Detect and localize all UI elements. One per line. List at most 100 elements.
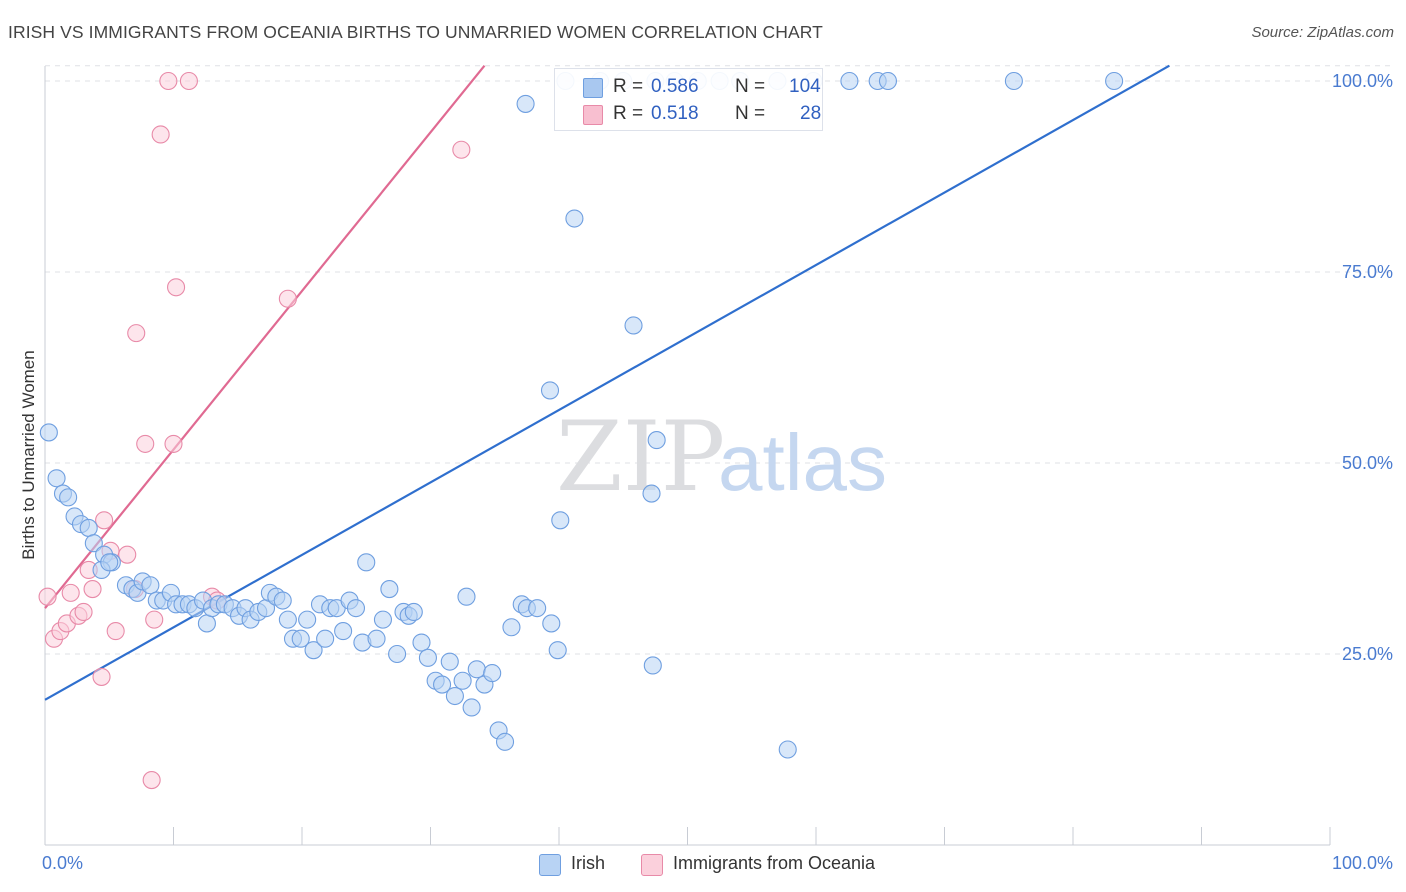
point-immigrants-from-oceania (145, 610, 164, 629)
point-irish (642, 484, 661, 503)
legend-n-label: N = (735, 103, 766, 124)
point-immigrants-from-oceania (61, 583, 80, 602)
point-irish (47, 469, 66, 488)
x-tick-label: 0.0% (42, 853, 83, 873)
watermark: ZIP atlas (556, 401, 887, 513)
point-irish (346, 599, 366, 618)
point-irish (373, 610, 393, 629)
point-immigrants-from-oceania (167, 278, 186, 297)
y-tick-label: 50.0% (1342, 453, 1393, 473)
point-irish (624, 316, 643, 335)
legend-swatch-irish (583, 78, 603, 98)
bottom-legend-swatch-oceania (641, 854, 663, 876)
point-irish (39, 423, 58, 442)
point-immigrants-from-oceania (106, 622, 125, 641)
point-irish (647, 431, 666, 450)
point-irish (467, 660, 486, 679)
point-immigrants-from-oceania (83, 580, 102, 599)
point-irish (388, 644, 407, 664)
legend-n-value: 28 (800, 103, 822, 124)
grid-lines (45, 65, 1395, 655)
point-irish (304, 641, 323, 660)
point-immigrants-from-oceania (151, 125, 170, 144)
point-irish (840, 71, 859, 91)
point-irish (298, 610, 317, 629)
point-irish (141, 576, 160, 595)
bottom-legend-label-irish: Irish (571, 853, 606, 873)
point-irish (100, 553, 119, 572)
point-irish (84, 534, 103, 553)
bottom-legend-swatch-irish (539, 854, 561, 876)
y-tick-label: 75.0% (1342, 262, 1393, 282)
point-irish (548, 641, 567, 660)
point-irish (462, 698, 481, 717)
legend-r-label: R = (613, 76, 644, 97)
point-immigrants-from-oceania (92, 667, 111, 686)
point-irish (79, 518, 98, 537)
legend-n-value: 104 (789, 76, 821, 97)
source-attribution: Source: ZipAtlas.com (1251, 24, 1394, 41)
tick-labels: 25.0% 50.0% 75.0% 100.0% 0.0% 100.0% (42, 71, 1393, 873)
point-irish (418, 648, 437, 667)
point-irish (551, 511, 570, 530)
watermark-atlas: atlas (718, 418, 887, 507)
point-immigrants-from-oceania (38, 587, 57, 606)
point-immigrants-from-oceania (95, 511, 114, 530)
trend-line-irish (44, 64, 1170, 701)
point-irish (778, 740, 797, 759)
point-irish (197, 614, 216, 633)
point-irish (404, 602, 423, 622)
point-irish (334, 622, 353, 641)
axes (44, 66, 1331, 846)
point-irish (273, 591, 292, 610)
legend-r-value: 0.586 (651, 76, 699, 97)
legend-r-label: R = (613, 103, 644, 124)
point-irish (483, 664, 502, 683)
point-irish (316, 629, 335, 648)
point-immigrants-from-oceania (278, 289, 297, 308)
legend-n-label: N = (735, 76, 766, 97)
point-irish (495, 732, 515, 751)
legend-swatch-oceania (583, 105, 603, 125)
point-immigrants-from-oceania (74, 602, 93, 622)
point-irish (291, 629, 310, 648)
point-immigrants-from-oceania (452, 140, 471, 159)
point-irish (502, 618, 521, 637)
point-irish (357, 553, 376, 572)
watermark-zip: ZIP (556, 401, 725, 513)
point-immigrants-from-oceania (142, 771, 161, 790)
point-irish (380, 580, 399, 599)
point-immigrants-from-oceania (127, 324, 146, 343)
legend-r-value: 0.518 (651, 103, 699, 124)
point-irish (367, 629, 386, 648)
point-irish (528, 599, 547, 618)
point-irish (457, 587, 476, 606)
legend-box: R = 0.586 N = 104 R = 0.518 N = 28 (554, 68, 823, 131)
y-tick-label: 100.0% (1332, 71, 1393, 91)
x-tick-label: 100.0% (1332, 853, 1393, 873)
point-immigrants-from-oceania (179, 71, 198, 91)
point-irish (1105, 71, 1124, 91)
point-irish (453, 671, 472, 690)
point-immigrants-from-oceania (164, 434, 183, 453)
y-tick-label: 25.0% (1342, 644, 1393, 664)
point-immigrants-from-oceania (159, 71, 178, 91)
point-irish (516, 94, 535, 113)
point-irish (542, 614, 561, 633)
point-immigrants-from-oceania (118, 545, 137, 564)
point-irish (565, 209, 584, 228)
y-axis-title: Births to Unmarried Women (19, 350, 38, 559)
point-irish (445, 686, 464, 706)
point-irish (59, 488, 78, 507)
point-irish (878, 71, 898, 91)
point-irish (412, 633, 431, 652)
trend-lines (44, 64, 1170, 701)
point-irish (433, 675, 452, 694)
point-irish (278, 610, 297, 629)
point-irish (1004, 71, 1023, 91)
point-immigrants-from-oceania (136, 434, 155, 453)
point-irish (643, 656, 662, 675)
bottom-legend-label-oceania: Immigrants from Oceania (673, 853, 876, 873)
trend-line-immigrants-from-oceania (44, 65, 486, 609)
